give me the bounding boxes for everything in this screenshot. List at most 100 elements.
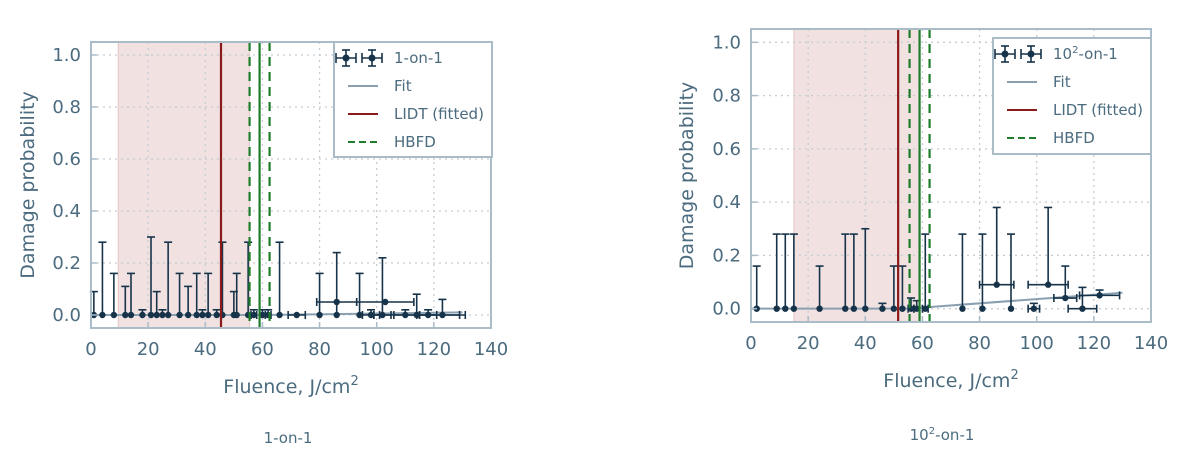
legend-label-hbfd: HBFD (394, 133, 436, 151)
legend-label-lidt: LIDT (fitted) (1053, 101, 1143, 119)
y-tick-label: 0.8 (52, 97, 81, 118)
x-tick-label: 100 (360, 339, 394, 360)
legend-label-data: 102-on-1 (1053, 45, 1118, 63)
y-tick-label: 0.8 (712, 86, 741, 107)
data-point (332, 251, 341, 319)
figure-caption: 102-on-1 (910, 426, 975, 444)
legend-label-data: 1-on-1 (394, 49, 443, 67)
y-tick-label: 1.0 (52, 45, 81, 66)
x-tick-label: 80 (308, 339, 331, 360)
data-point (98, 241, 107, 319)
data-point (1053, 265, 1078, 303)
data-point (198, 308, 207, 319)
legend: 102-on-1 Fit LIDT (fitted) HBFD (992, 37, 1152, 155)
data-point (1078, 289, 1121, 300)
x-tick-label: 0 (85, 339, 96, 360)
legend: 1-on-1 Fit LIDT (fitted) HBFD (333, 41, 493, 158)
x-tick-label: 20 (797, 333, 820, 354)
data-point (752, 265, 761, 312)
plot-frame (750, 28, 1152, 323)
x-tick-label: 120 (1077, 333, 1111, 354)
legend-data-marker (994, 45, 1042, 63)
data-point (781, 233, 790, 312)
data-point (1027, 302, 1041, 313)
data-point (815, 265, 824, 312)
y-tick-label: 1.0 (712, 32, 741, 53)
y-tick-label: 0.4 (52, 201, 81, 222)
data-point (978, 233, 987, 312)
data-point (1067, 286, 1098, 313)
data-point (898, 265, 907, 312)
y-tick-label: 0.0 (52, 305, 81, 326)
legend-label-fit: Fit (394, 77, 412, 95)
uncertainty-shaded-region (117, 41, 251, 329)
data-point (921, 233, 930, 313)
x-tick-label: 100 (1020, 333, 1054, 354)
data-point (109, 272, 118, 319)
y-tick-label: 0.0 (712, 299, 741, 320)
data-point (889, 265, 898, 312)
legend-label-hbfd: HBFD (1053, 129, 1095, 147)
data-point (249, 308, 258, 319)
data-point (138, 308, 147, 319)
data-point (789, 233, 798, 312)
plot-frame (90, 41, 492, 329)
uncertainty-shaded-region (793, 28, 921, 323)
data-point (418, 298, 467, 319)
y-tick-label: 0.2 (52, 253, 81, 274)
x-tick-label: 120 (417, 339, 451, 360)
x-tick-label: 40 (854, 333, 877, 354)
data-point (315, 298, 358, 306)
y-axis-label: Damage probability (676, 82, 698, 270)
legend-label-fit: Fit (1053, 73, 1071, 91)
data-point (175, 272, 184, 319)
x-tick-label: 60 (251, 339, 274, 360)
data-point (264, 308, 273, 319)
data-point (212, 308, 221, 319)
legend-data-marker (335, 49, 383, 67)
y-tick-label: 0.4 (712, 192, 741, 213)
x-tick-label: 140 (1134, 333, 1168, 354)
data-point (192, 272, 201, 319)
data-point (164, 241, 173, 319)
y-tick-label: 0.6 (52, 149, 81, 170)
data-point (275, 241, 284, 319)
x-tick-label: 0 (745, 333, 756, 354)
x-tick-label: 60 (911, 333, 934, 354)
x-tick-label: 40 (194, 339, 217, 360)
data-point (287, 311, 307, 319)
chart-panel-1-on-1: 0 20 40 60 80 100 120 140 0.0 0.2 0.4 0.6 0.8 1.0 Dam… (17, 41, 508, 447)
data-point (232, 272, 241, 319)
data-point (147, 236, 155, 319)
legend-box (333, 41, 493, 158)
data-point (315, 272, 324, 319)
data-point (849, 233, 858, 312)
data-point (355, 298, 415, 306)
data-point (1007, 233, 1015, 312)
x-tick-label: 140 (474, 339, 508, 360)
data-point (127, 272, 135, 319)
data-point (772, 233, 781, 312)
legend-box (992, 37, 1152, 155)
data-point (204, 272, 213, 319)
y-tick-label: 0.6 (712, 139, 741, 160)
x-tick-label: 20 (137, 339, 160, 360)
chart-panel-100-on-1: 0 20 40 60 80 100 120 140 0.0 0.2 0.4 0.6 0.8 1.0 Dam… (676, 28, 1168, 444)
x-axis-label: Fluence, J/cm2 (883, 368, 1018, 392)
data-point (861, 227, 870, 312)
data-point (978, 206, 1015, 289)
figure-caption: 1-on-1 (264, 429, 313, 447)
data-point (152, 290, 161, 319)
y-axis-label: Damage probability (17, 91, 39, 279)
x-axis-label: Fluence, J/cm2 (223, 374, 358, 398)
data-point (355, 272, 364, 319)
data-point (958, 233, 967, 312)
y-tick-label: 0.2 (712, 245, 741, 266)
data-point (878, 302, 887, 312)
data-point (841, 233, 850, 312)
data-point (158, 308, 167, 319)
data-point (121, 285, 130, 319)
data-point (184, 285, 193, 319)
x-tick-label: 80 (968, 333, 991, 354)
